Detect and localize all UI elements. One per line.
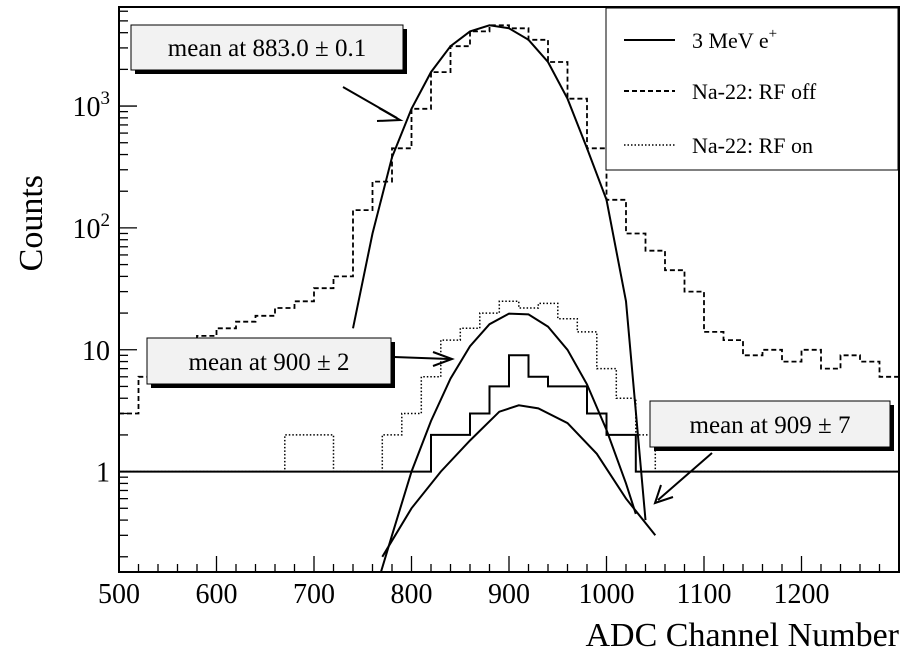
series-0: [352, 24, 647, 521]
series-line-0: [352, 24, 647, 521]
y-tick-label: 102: [73, 210, 111, 245]
annotation-box-2: [146, 337, 392, 385]
annotation-label-2: mean at 900 ± 2: [189, 349, 350, 376]
annotation-label-3: mean at 909 ± 7: [690, 412, 851, 439]
x-tick-label: 1000: [579, 579, 635, 610]
series-line-4: [379, 312, 637, 572]
series-line-2: [119, 300, 899, 473]
x-tick-labels: 500 600 700 800 900 1000 1100 1200: [98, 579, 830, 610]
annotation-arrow-2: [393, 356, 450, 360]
x-tick-label: 500: [98, 579, 140, 610]
annotations: mean at 883.0 ± 0.1 mean at 900 ± 2 mean…: [130, 24, 894, 505]
series-2: [119, 300, 899, 473]
series-5: [381, 404, 657, 558]
annotation-arrow-3: [657, 452, 713, 501]
series-3: [119, 354, 899, 473]
plot-area: [119, 24, 899, 572]
series-1: [119, 24, 899, 415]
legend-label-rf-off: Na-22: RF off: [692, 79, 817, 104]
x-tick-label: 1100: [677, 579, 732, 610]
series-line-1: [119, 24, 899, 415]
y-axis-title: Counts: [13, 175, 50, 271]
annotation-arrowhead-1: [376, 107, 404, 122]
axis-ticks: [118, 10, 900, 572]
series-line-3: [119, 354, 899, 473]
y-tick-label: 103: [73, 88, 111, 123]
annotation-box-1: [130, 24, 404, 71]
x-tick-label: 800: [391, 579, 433, 610]
x-tick-label: 700: [293, 579, 335, 610]
annotation-box-3: [649, 400, 891, 448]
legend-box: [605, 7, 899, 171]
y-tick-label: 10: [82, 336, 110, 367]
legend-label-rf-on: Na-22: RF on: [692, 133, 813, 158]
y-tick-labels: 1 10 102 103: [73, 88, 111, 489]
annotation-label-1: mean at 883.0 ± 0.1: [168, 35, 366, 62]
x-tick-label: 900: [488, 579, 530, 610]
x-tick-label: 600: [196, 579, 238, 610]
annotation-arrowhead-2: [432, 351, 455, 367]
annotation-arrowhead-3: [653, 484, 674, 505]
legend: 3 MeV e+ Na-22: RF off Na-22: RF on: [605, 7, 899, 171]
x-axis-title: ADC Channel Number: [585, 617, 899, 654]
series-4: [379, 312, 637, 572]
series-line-5: [381, 404, 657, 558]
y-tick-label: 1: [96, 458, 110, 489]
x-tick-label: 1200: [774, 579, 830, 610]
legend-label-e-plus: 3 MeV e+: [692, 26, 777, 53]
